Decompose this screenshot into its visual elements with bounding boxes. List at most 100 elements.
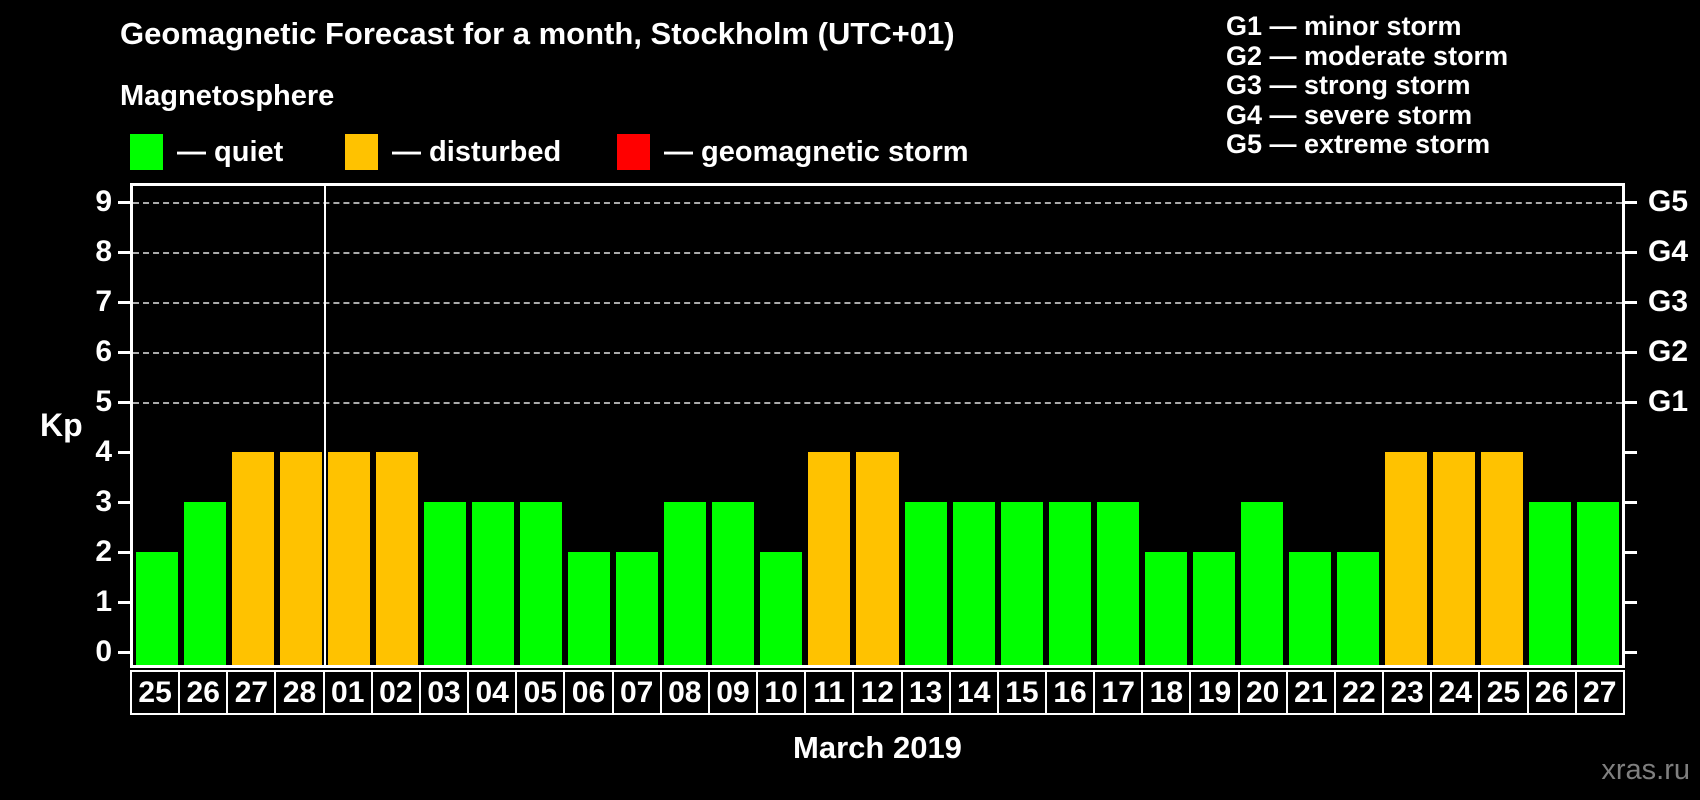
- kp-bar-day-14: [952, 502, 995, 665]
- kp-bar-day-22: [1336, 552, 1379, 665]
- gridline-kp7: [133, 302, 1622, 304]
- magnetosphere-label: Magnetosphere: [120, 80, 335, 112]
- y-axis-tick-right-1: [1625, 601, 1637, 604]
- kp-bar-day-27: [1576, 502, 1619, 665]
- g-scale-tick-label-g2: G2: [1648, 335, 1689, 368]
- day-label-06: 06: [563, 670, 614, 715]
- day-label-25: 25: [130, 670, 181, 715]
- day-label-11: 11: [804, 670, 855, 715]
- y-axis-tick-left-7: [118, 301, 130, 304]
- chart-title: Geomagnetic Forecast for a month, Stockh…: [120, 16, 955, 51]
- kp-bar-day-21: [1288, 552, 1331, 665]
- kp-bar-day-17: [1096, 502, 1139, 665]
- kp-bar-day-10: [760, 552, 803, 665]
- kp-bar-day-20: [1240, 502, 1283, 665]
- kp-bar-day-28: [280, 452, 323, 665]
- legend-item-label: — geomagnetic storm: [664, 136, 969, 168]
- kp-bar-day-01: [328, 452, 371, 665]
- gridline-kp5: [133, 402, 1622, 404]
- y-axis-label: Kp: [40, 407, 83, 443]
- kp-bar-day-12: [856, 452, 899, 665]
- day-label-25: 25: [1478, 670, 1529, 715]
- storm-scale-line-g2: G2 — moderate storm: [1226, 40, 1509, 71]
- day-label-16: 16: [1044, 670, 1096, 715]
- kp-bar-day-16: [1048, 502, 1091, 665]
- kp-bar-day-09: [712, 502, 755, 665]
- y-axis-tick-left-6: [118, 351, 130, 354]
- y-axis-tick-label-1: 1: [95, 585, 112, 618]
- day-label-03: 03: [418, 670, 470, 715]
- storm-scale-line-g1: G1 — minor storm: [1226, 11, 1462, 41]
- day-label-28: 28: [274, 670, 325, 715]
- y-axis-tick-left-4: [118, 451, 130, 454]
- y-axis-tick-label-7: 7: [95, 285, 112, 318]
- day-label-09: 09: [707, 670, 759, 715]
- watermark: xras.ru: [1601, 754, 1690, 786]
- quiet-color-swatch: [130, 134, 163, 170]
- day-label-12: 12: [852, 670, 903, 715]
- y-axis-tick-right-7: [1625, 301, 1637, 304]
- y-axis-tick-left-5: [118, 401, 130, 404]
- day-label-24: 24: [1430, 670, 1481, 715]
- kp-bar-day-25: [1480, 452, 1523, 665]
- y-axis-tick-label-9: 9: [95, 185, 112, 218]
- y-axis-tick-label-3: 3: [95, 485, 112, 518]
- y-axis-tick-left-9: [118, 201, 130, 204]
- legend-item-label: — disturbed: [392, 136, 562, 168]
- day-label-19: 19: [1189, 670, 1240, 715]
- month-divider-feb-mar: [324, 186, 327, 665]
- day-label-26: 26: [178, 670, 229, 715]
- y-axis-tick-left-2: [118, 551, 130, 554]
- y-axis-tick-label-4: 4: [95, 435, 112, 468]
- gridline-kp9: [133, 202, 1622, 204]
- g-scale-tick-label-g1: G1: [1648, 385, 1689, 418]
- kp-bar-day-06: [568, 552, 611, 665]
- day-label-08: 08: [659, 670, 710, 715]
- gridline-kp8: [133, 252, 1622, 254]
- y-axis-tick-left-0: [118, 651, 130, 654]
- day-label-10: 10: [756, 670, 807, 715]
- y-axis-tick-left-1: [118, 601, 130, 604]
- kp-bar-day-08: [664, 502, 707, 665]
- storm-scale-line-g5: G5 — extreme storm: [1226, 129, 1491, 159]
- day-label-01: 01: [322, 670, 373, 715]
- y-axis-tick-right-4: [1625, 451, 1637, 454]
- g-scale-tick-label-g3: G3: [1648, 285, 1689, 318]
- kp-bar-day-26: [184, 502, 227, 665]
- y-axis-tick-label-8: 8: [95, 235, 112, 268]
- kp-bar-day-15: [1000, 502, 1043, 665]
- day-label-02: 02: [370, 670, 421, 715]
- kp-bar-day-24: [1432, 452, 1475, 665]
- legend-item-geomagnetic-storm: — geomagnetic storm: [617, 134, 969, 170]
- kp-bar-day-26: [1528, 502, 1571, 665]
- legend-item-label: — quiet: [177, 136, 284, 168]
- kp-bar-day-19: [1192, 552, 1235, 665]
- kp-bar-day-27: [232, 452, 275, 665]
- disturbed-color-swatch: [345, 134, 378, 170]
- y-axis-tick-right-3: [1625, 501, 1637, 504]
- day-label-07: 07: [611, 670, 662, 715]
- day-label-15: 15: [996, 670, 1047, 715]
- plot-area: [130, 183, 1625, 668]
- y-axis-tick-right-2: [1625, 551, 1637, 554]
- day-label-20: 20: [1237, 670, 1288, 715]
- y-axis-tick-right-5: [1625, 401, 1637, 404]
- day-label-27: 27: [226, 670, 277, 715]
- y-axis-tick-right-0: [1625, 651, 1637, 654]
- day-label-21: 21: [1285, 670, 1336, 715]
- g-scale-tick-label-g4: G4: [1648, 235, 1689, 268]
- y-axis-tick-label-0: 0: [95, 635, 112, 668]
- kp-bar-day-07: [616, 552, 659, 665]
- day-label-04: 04: [467, 670, 518, 715]
- y-axis-tick-label-5: 5: [95, 385, 112, 418]
- kp-bar-day-18: [1144, 552, 1187, 665]
- kp-bar-day-13: [904, 502, 947, 665]
- storm-scale-line-g4: G4 — severe storm: [1226, 99, 1473, 130]
- y-axis-tick-right-6: [1625, 351, 1637, 354]
- y-axis-tick-label-6: 6: [95, 335, 112, 368]
- legend-item-disturbed: — disturbed: [345, 134, 561, 170]
- x-axis-labels: 25 26 27 28 01 02 03 04 05 06 07 08 09 10 11 12 13 14 15 16…: [130, 670, 1625, 715]
- y-axis-tick-label-2: 2: [95, 535, 112, 568]
- day-label-26: 26: [1526, 670, 1577, 715]
